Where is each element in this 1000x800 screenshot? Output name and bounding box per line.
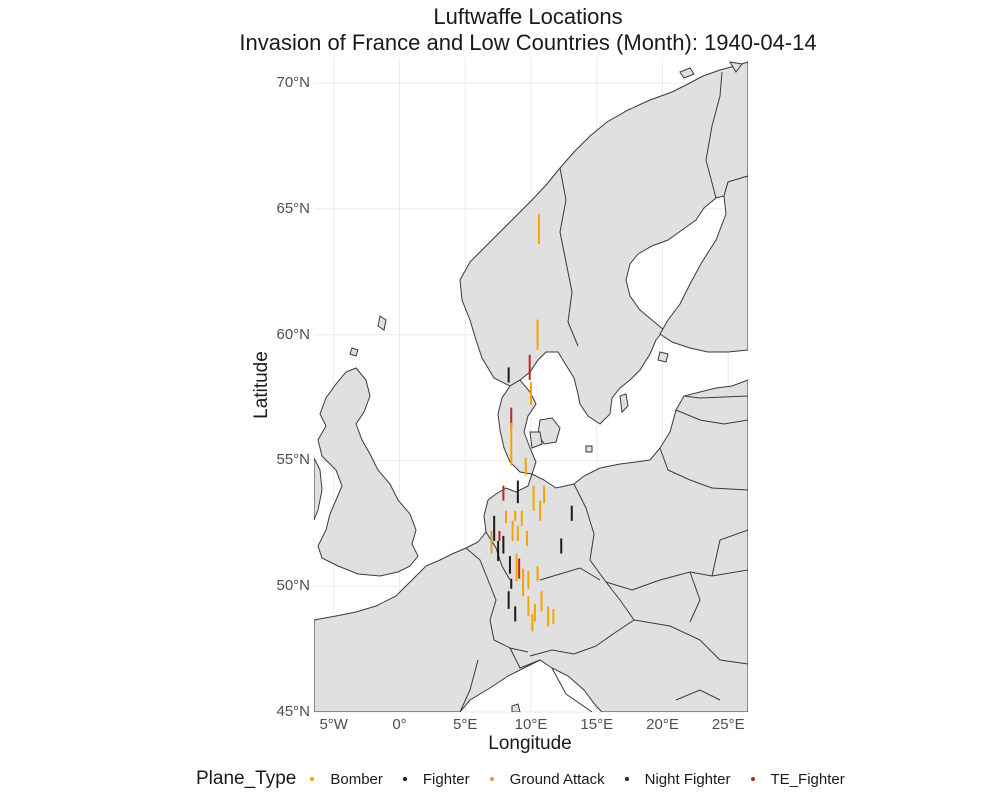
y-axis-title: Latitude	[251, 351, 272, 419]
orkney-island	[349, 347, 359, 357]
y-tick-label: 65°N	[276, 199, 310, 217]
chart-title: Luftwaffe Locations	[433, 4, 623, 29]
legend-item: Bomber	[310, 771, 383, 788]
legend-label: Bomber	[330, 770, 383, 788]
legend-title: Plane_Type	[196, 768, 297, 789]
legend-dot-icon	[489, 777, 494, 781]
x-tick-label: 5°E	[453, 716, 478, 733]
bornholm-island	[585, 445, 593, 453]
legend-dot-icon	[750, 777, 755, 781]
y-tick-label: 70°N	[276, 74, 310, 92]
legend-item: Fighter	[402, 770, 470, 788]
aland-island	[657, 351, 669, 363]
y-tick-label: 55°N	[276, 451, 310, 469]
legend-label: Fighter	[422, 770, 470, 788]
x-tick-label: 5°W	[319, 716, 348, 733]
ireland-landmass	[314, 457, 323, 521]
legend-dot-icon	[310, 777, 315, 781]
legend-label: Ground Attack	[509, 770, 605, 788]
y-tick-label: 50°N	[276, 577, 310, 595]
land-layer	[314, 61, 748, 712]
funen-island	[529, 431, 543, 449]
x-tick-label: 0°	[392, 716, 407, 733]
shetland-island	[377, 315, 387, 331]
legend-dot-icon	[402, 777, 407, 781]
y-tick-label: 45°N	[276, 703, 310, 720]
legend: Plane_Type Bomber Fighter Ground Attack Nig…	[196, 768, 865, 790]
x-tick-label: 25°E	[711, 716, 745, 733]
great-britain-landmass	[317, 367, 419, 577]
lofoten-islands	[679, 67, 695, 79]
y-tick-label: 60°N	[276, 325, 310, 343]
continental-europe-landmass	[314, 379, 748, 712]
aircraft-location-marks	[490, 213, 573, 632]
legend-label: Night Fighter	[644, 770, 731, 788]
x-tick-label: 20°E	[646, 716, 679, 733]
legend-item: Ground Attack	[489, 770, 605, 788]
x-axis-title: Longitude	[488, 733, 572, 754]
scandinavia-landmass	[459, 61, 748, 425]
x-tick-label: 15°E	[580, 716, 614, 733]
legend-item: Night Fighter	[624, 770, 731, 788]
legend-item: TE_Fighter	[750, 770, 845, 788]
corsica-island	[511, 703, 521, 712]
gotland-island	[619, 393, 629, 414]
legend-dot-icon	[624, 777, 629, 781]
chart-subtitle: Invasion of France and Low Countries (Mo…	[239, 30, 817, 55]
finland-russia-landmass	[659, 175, 748, 353]
legend-items: Bomber Fighter Ground Attack Night Fighter T…	[310, 771, 864, 788]
legend-label: TE_Fighter	[770, 770, 845, 788]
arctic-island	[729, 61, 743, 73]
x-tick-label: 10°E	[514, 716, 548, 733]
